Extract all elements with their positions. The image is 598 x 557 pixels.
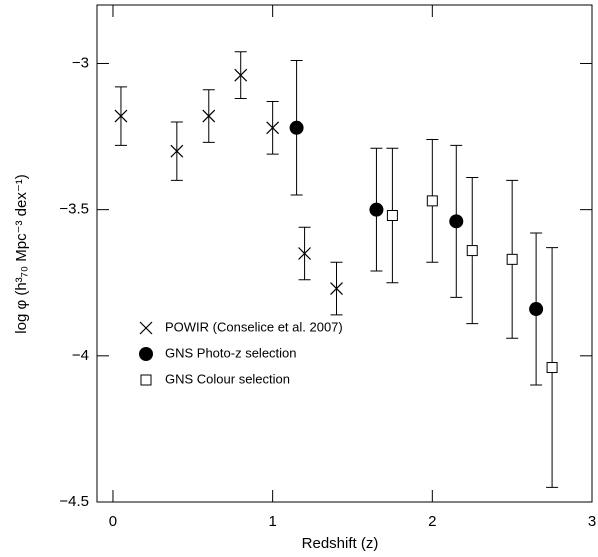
cross-marker — [114, 109, 128, 123]
circle-marker — [139, 347, 153, 361]
y-tick-label: −4.5 — [59, 493, 89, 510]
square-marker — [506, 253, 518, 265]
x-tick-label: 2 — [428, 513, 436, 530]
square-marker — [426, 195, 438, 207]
y-tick-label: −3 — [72, 54, 89, 71]
legend-label: POWIR (Conselice et al. 2007) — [165, 319, 343, 334]
legend-label: GNS Photo-z selection — [165, 345, 297, 360]
square-marker — [546, 362, 558, 374]
circle-marker — [529, 302, 544, 317]
square-marker — [386, 209, 398, 221]
cross-marker — [298, 247, 312, 260]
y-axis-label: log φ (h³₇₀ Mpc⁻³ dex⁻¹) — [13, 174, 30, 333]
square-marker — [466, 245, 478, 257]
x-tick-label: 3 — [588, 513, 596, 530]
cross-marker — [234, 68, 248, 82]
x-axis-label: Redshift (z) — [302, 535, 379, 552]
y-tick-label: −3.5 — [59, 201, 89, 218]
cross-marker — [266, 121, 280, 135]
square-marker — [140, 374, 152, 386]
circle-marker — [289, 120, 304, 135]
y-tick-label: −4 — [72, 347, 89, 364]
circle-marker — [449, 214, 464, 229]
x-tick-label: 0 — [109, 513, 117, 530]
cross-marker — [202, 109, 216, 123]
circle-marker — [369, 202, 384, 217]
x-tick-label: 1 — [268, 513, 276, 530]
plot-frame — [96, 4, 593, 503]
legend-label: GNS Colour selection — [165, 371, 290, 386]
cross-marker — [170, 144, 184, 158]
cross-marker — [330, 282, 343, 296]
cross-marker — [139, 321, 153, 335]
